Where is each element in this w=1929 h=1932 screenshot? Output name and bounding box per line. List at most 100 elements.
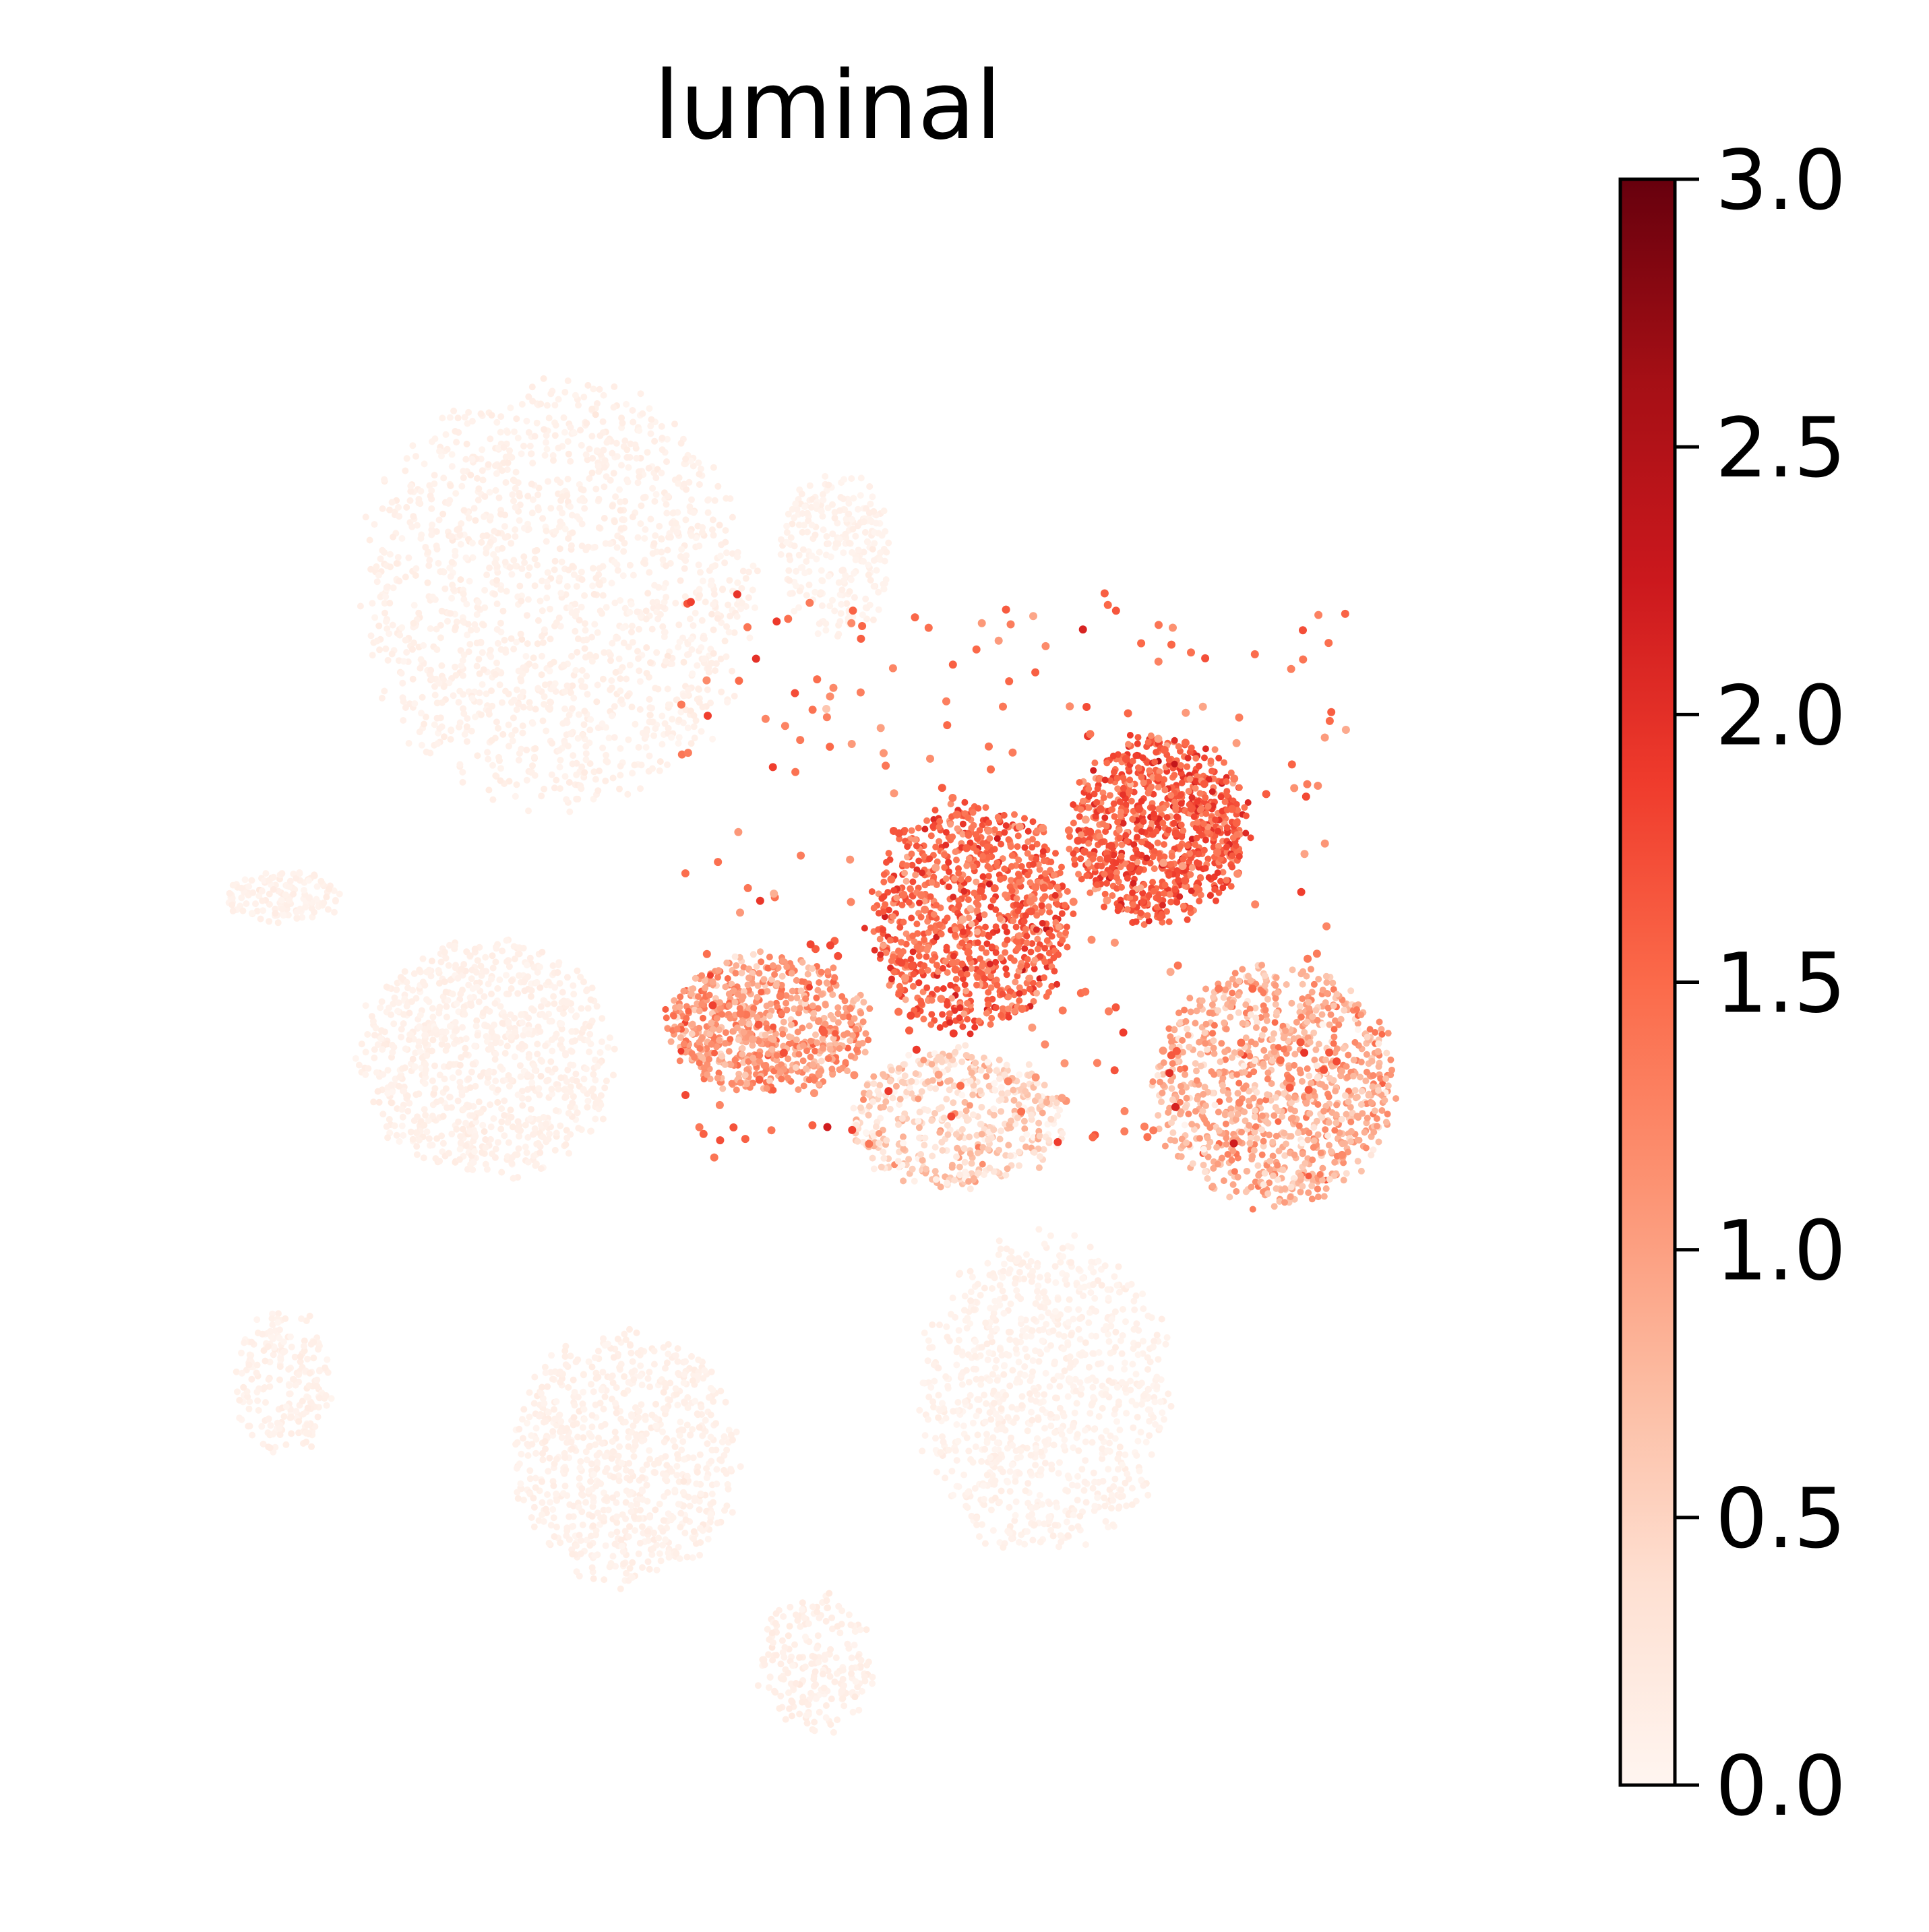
data-point (448, 533, 456, 540)
data-point (468, 418, 476, 425)
data-point (534, 617, 542, 624)
data-point (577, 973, 584, 980)
data-point (386, 630, 393, 637)
data-point (726, 577, 733, 584)
data-point (269, 1431, 276, 1438)
data-point (620, 1390, 627, 1397)
data-point (683, 1553, 691, 1561)
data-point (921, 1432, 929, 1439)
data-point (688, 1352, 695, 1360)
data-point (636, 427, 643, 434)
data-point (814, 1644, 820, 1652)
data-point (520, 704, 527, 711)
data-point (1015, 1255, 1022, 1262)
data-point (594, 1373, 602, 1381)
data-point (869, 493, 876, 501)
data-point (653, 1566, 661, 1573)
data-point (567, 458, 574, 465)
data-point (537, 400, 545, 408)
data-point (987, 1506, 995, 1514)
data-point (442, 431, 450, 438)
data-point (636, 468, 642, 475)
data-point (1035, 1294, 1042, 1301)
data-point (617, 687, 624, 695)
data-point (636, 1539, 644, 1547)
data-point (682, 456, 690, 463)
data-point (526, 1467, 534, 1474)
data-point (674, 1402, 681, 1408)
data-point (551, 566, 558, 573)
data-point (780, 1675, 787, 1683)
data-point (562, 1141, 570, 1148)
data-point (580, 1406, 588, 1413)
data-point (446, 1022, 454, 1030)
data-point (601, 1421, 609, 1428)
data-point (500, 443, 508, 451)
data-point (1006, 1488, 1014, 1495)
data-point (484, 1069, 491, 1077)
data-point (644, 1558, 652, 1565)
data-point (576, 1572, 583, 1580)
data-point (1109, 1497, 1117, 1504)
data-point (307, 1340, 315, 1348)
data-point (594, 787, 602, 794)
data-point (864, 538, 871, 546)
data-point (272, 910, 279, 917)
data-point (883, 549, 890, 556)
data-point (649, 550, 656, 557)
data-point (836, 507, 843, 514)
data-point (553, 1398, 560, 1405)
data-point (612, 1400, 619, 1407)
data-point (793, 505, 801, 513)
data-point (925, 1337, 932, 1344)
data-point (588, 1381, 594, 1388)
data-point (1088, 1402, 1095, 1409)
data-point (399, 694, 406, 702)
data-point (292, 1381, 299, 1389)
data-point (924, 1357, 931, 1365)
data-point (630, 1513, 638, 1520)
data-point (561, 389, 569, 396)
data-point (274, 1319, 282, 1326)
data-point (499, 1020, 506, 1027)
data-point (696, 1524, 704, 1532)
data-point (1071, 1409, 1078, 1416)
data-point (838, 586, 846, 594)
data-point (869, 1673, 876, 1681)
data-point (1153, 1332, 1161, 1339)
data-point (1116, 1443, 1124, 1451)
data-point (614, 634, 621, 642)
data-point (795, 551, 803, 559)
data-point (523, 612, 530, 619)
data-point (847, 1621, 855, 1629)
data-point (1018, 1393, 1026, 1400)
data-point (641, 535, 648, 542)
data-point (501, 1112, 508, 1119)
data-point (985, 1349, 993, 1357)
data-point (418, 741, 425, 749)
data-point (494, 1098, 501, 1106)
data-point (791, 608, 798, 615)
data-point (513, 1464, 520, 1472)
data-point (1029, 1368, 1037, 1375)
data-point (829, 501, 836, 508)
data-point (816, 1615, 823, 1621)
data-point (845, 510, 853, 518)
data-point (696, 592, 704, 599)
data-point (956, 1270, 964, 1277)
data-point (621, 1373, 628, 1380)
data-point (598, 1038, 605, 1045)
data-point (608, 684, 615, 691)
data-point (580, 1371, 587, 1379)
data-point (660, 1517, 667, 1524)
data-point (545, 414, 553, 422)
data-point (603, 1495, 609, 1503)
data-point (820, 1671, 826, 1678)
data-point (596, 432, 604, 439)
data-point (474, 1032, 481, 1039)
data-point (481, 493, 489, 500)
data-point (390, 533, 397, 540)
data-point (591, 1553, 599, 1559)
data-point (760, 1658, 767, 1664)
data-point (543, 538, 550, 545)
